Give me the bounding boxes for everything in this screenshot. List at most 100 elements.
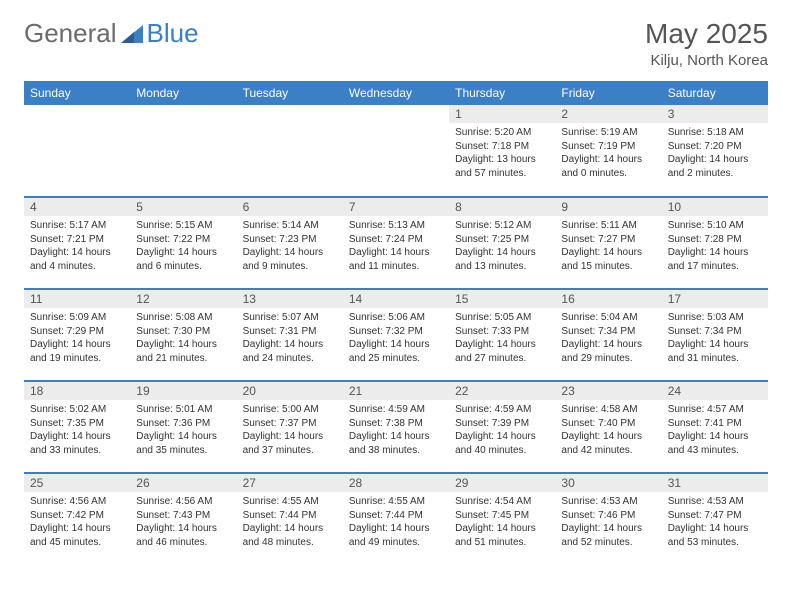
day-details: Sunrise: 4:53 AMSunset: 7:47 PMDaylight:…: [662, 492, 768, 552]
day-number: 25: [24, 474, 130, 492]
calendar-table: SundayMondayTuesdayWednesdayThursdayFrid…: [24, 81, 768, 565]
sunrise-line: Sunrise: 4:58 AM: [561, 403, 655, 417]
sunrise-line: Sunrise: 5:10 AM: [668, 219, 762, 233]
weekday-header: Sunday: [24, 81, 130, 105]
sunset-line: Sunset: 7:18 PM: [455, 140, 549, 154]
calendar-empty-cell: [130, 105, 236, 197]
calendar-empty-cell: [343, 105, 449, 197]
calendar-day-cell: 28Sunrise: 4:55 AMSunset: 7:44 PMDayligh…: [343, 473, 449, 565]
day-number: 8: [449, 198, 555, 216]
day-details: Sunrise: 5:10 AMSunset: 7:28 PMDaylight:…: [662, 216, 768, 276]
sunrise-line: Sunrise: 4:55 AM: [243, 495, 337, 509]
sunrise-line: Sunrise: 5:02 AM: [30, 403, 124, 417]
day-number: 22: [449, 382, 555, 400]
sunset-line: Sunset: 7:32 PM: [349, 325, 443, 339]
calendar-day-cell: 10Sunrise: 5:10 AMSunset: 7:28 PMDayligh…: [662, 197, 768, 289]
sunset-line: Sunset: 7:34 PM: [668, 325, 762, 339]
day-number: 15: [449, 290, 555, 308]
calendar-day-cell: 13Sunrise: 5:07 AMSunset: 7:31 PMDayligh…: [237, 289, 343, 381]
calendar-day-cell: 1Sunrise: 5:20 AMSunset: 7:18 PMDaylight…: [449, 105, 555, 197]
sunrise-line: Sunrise: 5:14 AM: [243, 219, 337, 233]
sunrise-line: Sunrise: 5:19 AM: [561, 126, 655, 140]
daylight-line: Daylight: 14 hours and 42 minutes.: [561, 430, 655, 457]
daylight-line: Daylight: 14 hours and 25 minutes.: [349, 338, 443, 365]
sunrise-line: Sunrise: 4:57 AM: [668, 403, 762, 417]
sunrise-line: Sunrise: 4:53 AM: [561, 495, 655, 509]
daylight-line: Daylight: 14 hours and 17 minutes.: [668, 246, 762, 273]
daylight-line: Daylight: 14 hours and 35 minutes.: [136, 430, 230, 457]
day-number: 20: [237, 382, 343, 400]
sunset-line: Sunset: 7:44 PM: [243, 509, 337, 523]
brand-part1: General: [24, 18, 117, 49]
day-details: Sunrise: 5:07 AMSunset: 7:31 PMDaylight:…: [237, 308, 343, 368]
calendar-week-row: 4Sunrise: 5:17 AMSunset: 7:21 PMDaylight…: [24, 197, 768, 289]
day-details: Sunrise: 5:12 AMSunset: 7:25 PMDaylight:…: [449, 216, 555, 276]
weekday-header: Monday: [130, 81, 236, 105]
day-number: 30: [555, 474, 661, 492]
sunrise-line: Sunrise: 4:59 AM: [349, 403, 443, 417]
calendar-day-cell: 21Sunrise: 4:59 AMSunset: 7:38 PMDayligh…: [343, 381, 449, 473]
day-number: 4: [24, 198, 130, 216]
sunrise-line: Sunrise: 5:00 AM: [243, 403, 337, 417]
calendar-day-cell: 2Sunrise: 5:19 AMSunset: 7:19 PMDaylight…: [555, 105, 661, 197]
day-number: 10: [662, 198, 768, 216]
day-details: Sunrise: 4:53 AMSunset: 7:46 PMDaylight:…: [555, 492, 661, 552]
sunset-line: Sunset: 7:23 PM: [243, 233, 337, 247]
sunrise-line: Sunrise: 5:12 AM: [455, 219, 549, 233]
sunrise-line: Sunrise: 5:05 AM: [455, 311, 549, 325]
sunset-line: Sunset: 7:30 PM: [136, 325, 230, 339]
calendar-day-cell: 26Sunrise: 4:56 AMSunset: 7:43 PMDayligh…: [130, 473, 236, 565]
sunset-line: Sunset: 7:37 PM: [243, 417, 337, 431]
calendar-day-cell: 4Sunrise: 5:17 AMSunset: 7:21 PMDaylight…: [24, 197, 130, 289]
daylight-line: Daylight: 14 hours and 21 minutes.: [136, 338, 230, 365]
day-details: Sunrise: 5:15 AMSunset: 7:22 PMDaylight:…: [130, 216, 236, 276]
sunset-line: Sunset: 7:41 PM: [668, 417, 762, 431]
sunset-line: Sunset: 7:40 PM: [561, 417, 655, 431]
title-block: May 2025 Kilju, North Korea: [645, 18, 768, 69]
calendar-week-row: 1Sunrise: 5:20 AMSunset: 7:18 PMDaylight…: [24, 105, 768, 197]
calendar-day-cell: 3Sunrise: 5:18 AMSunset: 7:20 PMDaylight…: [662, 105, 768, 197]
sunset-line: Sunset: 7:22 PM: [136, 233, 230, 247]
day-number: 14: [343, 290, 449, 308]
sunset-line: Sunset: 7:28 PM: [668, 233, 762, 247]
day-number: 12: [130, 290, 236, 308]
day-number: 3: [662, 105, 768, 123]
sunset-line: Sunset: 7:44 PM: [349, 509, 443, 523]
sunset-line: Sunset: 7:27 PM: [561, 233, 655, 247]
calendar-day-cell: 7Sunrise: 5:13 AMSunset: 7:24 PMDaylight…: [343, 197, 449, 289]
calendar-day-cell: 23Sunrise: 4:58 AMSunset: 7:40 PMDayligh…: [555, 381, 661, 473]
day-details: Sunrise: 5:05 AMSunset: 7:33 PMDaylight:…: [449, 308, 555, 368]
calendar-day-cell: 24Sunrise: 4:57 AMSunset: 7:41 PMDayligh…: [662, 381, 768, 473]
calendar-day-cell: 11Sunrise: 5:09 AMSunset: 7:29 PMDayligh…: [24, 289, 130, 381]
day-number: 27: [237, 474, 343, 492]
sunrise-line: Sunrise: 5:11 AM: [561, 219, 655, 233]
sunrise-line: Sunrise: 5:09 AM: [30, 311, 124, 325]
sunrise-line: Sunrise: 5:13 AM: [349, 219, 443, 233]
header: General Blue May 2025 Kilju, North Korea: [24, 18, 768, 69]
daylight-line: Daylight: 14 hours and 0 minutes.: [561, 153, 655, 180]
daylight-line: Daylight: 14 hours and 38 minutes.: [349, 430, 443, 457]
day-details: Sunrise: 4:54 AMSunset: 7:45 PMDaylight:…: [449, 492, 555, 552]
sunset-line: Sunset: 7:34 PM: [561, 325, 655, 339]
sunrise-line: Sunrise: 5:20 AM: [455, 126, 549, 140]
day-number: 17: [662, 290, 768, 308]
day-details: Sunrise: 5:11 AMSunset: 7:27 PMDaylight:…: [555, 216, 661, 276]
day-details: Sunrise: 5:18 AMSunset: 7:20 PMDaylight:…: [662, 123, 768, 183]
day-details: Sunrise: 4:56 AMSunset: 7:42 PMDaylight:…: [24, 492, 130, 552]
sunset-line: Sunset: 7:20 PM: [668, 140, 762, 154]
day-details: Sunrise: 4:55 AMSunset: 7:44 PMDaylight:…: [237, 492, 343, 552]
daylight-line: Daylight: 14 hours and 53 minutes.: [668, 522, 762, 549]
day-details: Sunrise: 4:58 AMSunset: 7:40 PMDaylight:…: [555, 400, 661, 460]
sunrise-line: Sunrise: 5:06 AM: [349, 311, 443, 325]
calendar-week-row: 11Sunrise: 5:09 AMSunset: 7:29 PMDayligh…: [24, 289, 768, 381]
daylight-line: Daylight: 14 hours and 29 minutes.: [561, 338, 655, 365]
day-number: 11: [24, 290, 130, 308]
day-details: Sunrise: 5:00 AMSunset: 7:37 PMDaylight:…: [237, 400, 343, 460]
daylight-line: Daylight: 14 hours and 19 minutes.: [30, 338, 124, 365]
daylight-line: Daylight: 14 hours and 40 minutes.: [455, 430, 549, 457]
daylight-line: Daylight: 14 hours and 13 minutes.: [455, 246, 549, 273]
page-title: May 2025: [645, 18, 768, 50]
day-number: 13: [237, 290, 343, 308]
calendar-day-cell: 15Sunrise: 5:05 AMSunset: 7:33 PMDayligh…: [449, 289, 555, 381]
sunset-line: Sunset: 7:36 PM: [136, 417, 230, 431]
